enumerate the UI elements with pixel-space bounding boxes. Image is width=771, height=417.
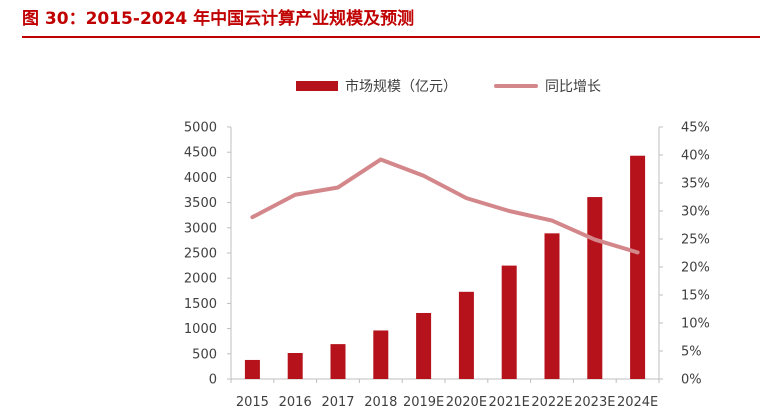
bar [544,233,560,379]
bar [587,197,603,379]
x-axis-tick-label: 2015 [236,395,269,410]
right-axis-tick-label: 35% [681,177,710,192]
right-axis-tick-label: 0% [681,373,702,388]
title-rule [22,36,760,38]
x-axis-tick-label: 2022E [531,395,572,410]
legend-line-label: 同比增长 [545,79,601,95]
left-axis-tick-label: 1000 [184,322,217,337]
right-axis-tick-label: 45% [681,121,710,136]
left-axis-tick-label: 4000 [184,171,217,186]
left-axis-tick-label: 2500 [184,247,217,262]
bar [458,291,474,379]
legend-bar-swatch [296,81,338,91]
x-axis-tick-label: 2018 [364,395,397,410]
right-axis-tick-label: 5% [681,345,702,360]
bar [416,312,432,379]
left-axis-tick-label: 2000 [184,272,217,287]
growth-line [250,157,640,255]
bar [244,359,260,379]
right-axis-tick-label: 15% [681,289,710,304]
left-axis-tick-label: 5000 [184,121,217,136]
x-axis-tick-label: 2023E [574,395,615,410]
x-axis-tick-label: 2017 [321,395,354,410]
left-axis-tick-label: 3000 [184,221,217,236]
left-axis-tick-label: 500 [192,347,217,362]
bar [373,330,389,379]
left-axis-tick-label: 3500 [184,196,217,211]
x-axis-tick-label: 2024E [617,395,658,410]
legend-bar-label: 市场规模（亿元） [345,78,457,95]
right-axis-tick-label: 10% [681,317,710,332]
bar [630,155,646,379]
x-axis-tick-label: 2020E [446,395,487,410]
x-axis-tick-label: 2019E [403,395,444,410]
left-axis-tick-label: 0 [209,373,217,388]
figure-title: 图 30：2015-2024 年中国云计算产业规模及预测 [22,9,415,29]
x-axis-tick-label: 2016 [279,395,312,410]
right-axis-tick-label: 20% [681,261,710,276]
x-axis-tick-label: 2021E [489,395,530,410]
right-axis-tick-label: 30% [681,205,710,220]
left-axis-tick-label: 4500 [184,146,217,161]
bar [287,352,303,379]
bar [330,344,346,379]
bar [501,265,517,379]
left-axis-tick-label: 1500 [184,297,217,312]
right-axis-tick-label: 40% [681,149,710,164]
right-axis-tick-label: 25% [681,233,710,248]
